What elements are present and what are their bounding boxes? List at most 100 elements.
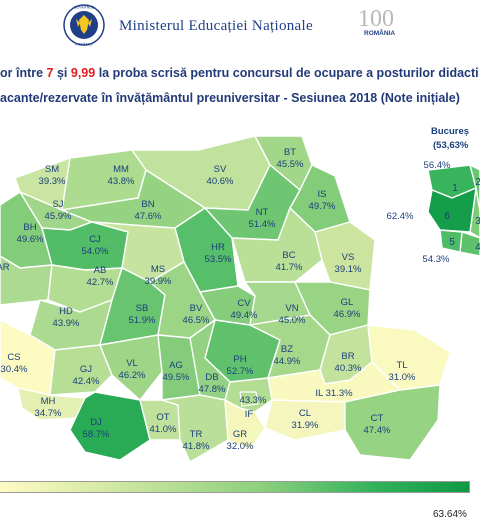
county-value-AG: 49.5% bbox=[163, 372, 190, 383]
county-value-NT: 51.4% bbox=[249, 219, 276, 230]
bucuresti-labels: Bucureș (53,63% 1 56.4% 2 3 4 5 54.3% 6 62.4% bbox=[387, 126, 480, 265]
county-code-CL: CL bbox=[299, 408, 311, 419]
county-code-MM: MM bbox=[113, 164, 129, 175]
county-value-BH: 49.6% bbox=[17, 234, 44, 245]
sector-value-5: 54.3% bbox=[423, 254, 450, 265]
county-code-SV: SV bbox=[214, 164, 227, 175]
county-GR bbox=[224, 398, 266, 451]
county-code-GR: GR bbox=[233, 429, 247, 440]
county-code-BH: BH bbox=[23, 222, 36, 233]
county-code-DB: DB bbox=[205, 372, 218, 383]
county-code-HD: HD bbox=[59, 306, 73, 317]
county-VL bbox=[99, 334, 163, 402]
county-code-GJ: GJ bbox=[80, 364, 92, 375]
county-code-MH: MH bbox=[41, 396, 56, 407]
county-code-VL: VL bbox=[126, 358, 138, 369]
title-suffix: la proba scrisă pentru concursul de ocup… bbox=[95, 66, 479, 80]
county-code-SJ: SJ bbox=[52, 199, 63, 210]
county-code-TR: TR bbox=[190, 429, 203, 440]
county-code-BR: BR bbox=[341, 351, 354, 362]
county-code-BC: BC bbox=[282, 250, 295, 261]
county-value-VL: 46.2% bbox=[119, 370, 146, 381]
sector-number-6: 6 bbox=[444, 211, 450, 222]
county-DJ bbox=[69, 391, 151, 461]
svg-text:ROMÂNIEI: ROMÂNIEI bbox=[75, 43, 92, 47]
county-code-MS: MS bbox=[151, 264, 165, 275]
county-value-BC: 41.7% bbox=[276, 262, 303, 273]
sector-number-4: 4 bbox=[475, 242, 480, 253]
sector-number-5: 5 bbox=[449, 237, 455, 248]
county-value-VN: 45.0% bbox=[279, 315, 306, 326]
county-value-HD: 43.9% bbox=[53, 318, 80, 329]
county-value-GJ: 42.4% bbox=[73, 376, 100, 387]
county-value-BR: 40.3% bbox=[335, 363, 362, 374]
county-value-DJ: 58.7% bbox=[83, 429, 110, 440]
county-value-VS: 39.1% bbox=[335, 264, 362, 275]
county-GJ bbox=[49, 344, 113, 396]
centenar-logo: 100 ROMÂNIA bbox=[352, 6, 408, 42]
county-value-TL: 31.0% bbox=[389, 372, 416, 383]
sector-value-1: 56.4% bbox=[424, 160, 451, 171]
county-code-AR: AR bbox=[0, 262, 10, 273]
county-value-HR: 53.5% bbox=[205, 254, 232, 265]
county-value-DB: 47.8% bbox=[199, 384, 226, 395]
sector-6 bbox=[427, 186, 477, 233]
title-max-grade: 9,99 bbox=[70, 66, 96, 80]
title-conjunction: și bbox=[53, 66, 71, 80]
county-value-PH: 52.7% bbox=[227, 366, 254, 377]
county-code-CT: CT bbox=[371, 413, 384, 424]
romania-county-map: SM39.3%MM43.8%SV40.6%BT45.5%SJ45.9%BN47.… bbox=[0, 126, 480, 463]
centenar-number: 100 bbox=[358, 6, 394, 32]
county-value-BN: 47.6% bbox=[135, 211, 162, 222]
county-code-BN: BN bbox=[141, 199, 154, 210]
county-code-AG: AG bbox=[169, 360, 183, 371]
county-value-GR: 32.0% bbox=[227, 441, 254, 452]
county-value-CT: 47.4% bbox=[364, 425, 391, 436]
county-value-B: 43.3% bbox=[240, 395, 267, 406]
county-code-BT: BT bbox=[284, 147, 296, 158]
county-label-IL: IL 31.3% bbox=[315, 388, 353, 399]
county-value-IS: 49.7% bbox=[309, 201, 336, 212]
centenar-word: ROMÂNIA bbox=[364, 30, 396, 37]
county-code-IS: IS bbox=[318, 189, 327, 200]
county-value-GL: 46.9% bbox=[334, 309, 361, 320]
county-value-MH: 34.7% bbox=[35, 408, 62, 419]
county-code-GL: GL bbox=[341, 297, 354, 308]
guvernul-romaniei-seal-icon: GUVERNUL ROMÂNIEI bbox=[63, 4, 105, 47]
ministry-name: Ministerul Educației Naționale bbox=[119, 18, 313, 34]
county-value-BV: 46.5% bbox=[183, 315, 210, 326]
county-value-CS: 30.4% bbox=[1, 364, 28, 375]
county-value-BT: 45.5% bbox=[277, 159, 304, 170]
county-value-AB: 42.7% bbox=[87, 277, 114, 288]
county-value-SB: 51.9% bbox=[129, 315, 156, 326]
sector-number-1: 1 bbox=[452, 183, 458, 194]
map-title-line-2: acante/rezervate în învățământul preuniv… bbox=[0, 91, 460, 105]
title-min-grade: 7 bbox=[46, 66, 54, 80]
county-CL bbox=[264, 399, 346, 441]
header: GUVERNUL ROMÂNIEI Ministerul Educației N… bbox=[0, 0, 480, 47]
sector-value-6: 62.4% bbox=[387, 211, 414, 222]
county-B bbox=[239, 391, 259, 407]
county-code-DJ: DJ bbox=[90, 417, 102, 428]
county-value-SV: 40.6% bbox=[207, 176, 234, 187]
county-value-SM: 39.3% bbox=[39, 176, 66, 187]
county-code-TL: TL bbox=[396, 360, 407, 371]
bucuresti-inset bbox=[427, 163, 480, 257]
county-code-VS: VS bbox=[342, 252, 355, 263]
county-code-OT: OT bbox=[156, 412, 169, 423]
sector-number-3: 3 bbox=[475, 216, 480, 227]
county-code-SM: SM bbox=[45, 164, 59, 175]
county-TR bbox=[161, 394, 229, 463]
county-code-VN: VN bbox=[285, 303, 298, 314]
county-code-HR: HR bbox=[211, 242, 225, 253]
county-value-CV: 49.4% bbox=[231, 310, 258, 321]
county-value-MS: 39.9% bbox=[145, 276, 172, 287]
county-labels: SM39.3%MM43.8%SV40.6%BT45.5%SJ45.9%BN47.… bbox=[0, 147, 416, 452]
county-value-OT: 41.0% bbox=[150, 424, 177, 435]
county-value-TR: 41.8% bbox=[183, 441, 210, 452]
county-value-SJ: 45.9% bbox=[45, 211, 72, 222]
county-code-CJ: CJ bbox=[89, 234, 101, 245]
county-code-NT: NT bbox=[256, 207, 269, 218]
county-value-BZ: 44.9% bbox=[274, 356, 301, 367]
county-value-CJ: 54.0% bbox=[82, 246, 109, 257]
